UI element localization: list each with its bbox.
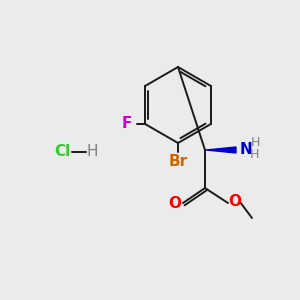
Text: H: H <box>86 145 98 160</box>
Text: O: O <box>169 196 182 211</box>
Text: N: N <box>240 142 253 157</box>
Text: O: O <box>229 194 242 209</box>
Text: F: F <box>122 116 132 131</box>
Text: H: H <box>250 148 260 160</box>
Text: Cl: Cl <box>54 145 70 160</box>
Polygon shape <box>206 147 236 153</box>
Text: Br: Br <box>168 154 188 169</box>
Text: H: H <box>251 136 260 148</box>
